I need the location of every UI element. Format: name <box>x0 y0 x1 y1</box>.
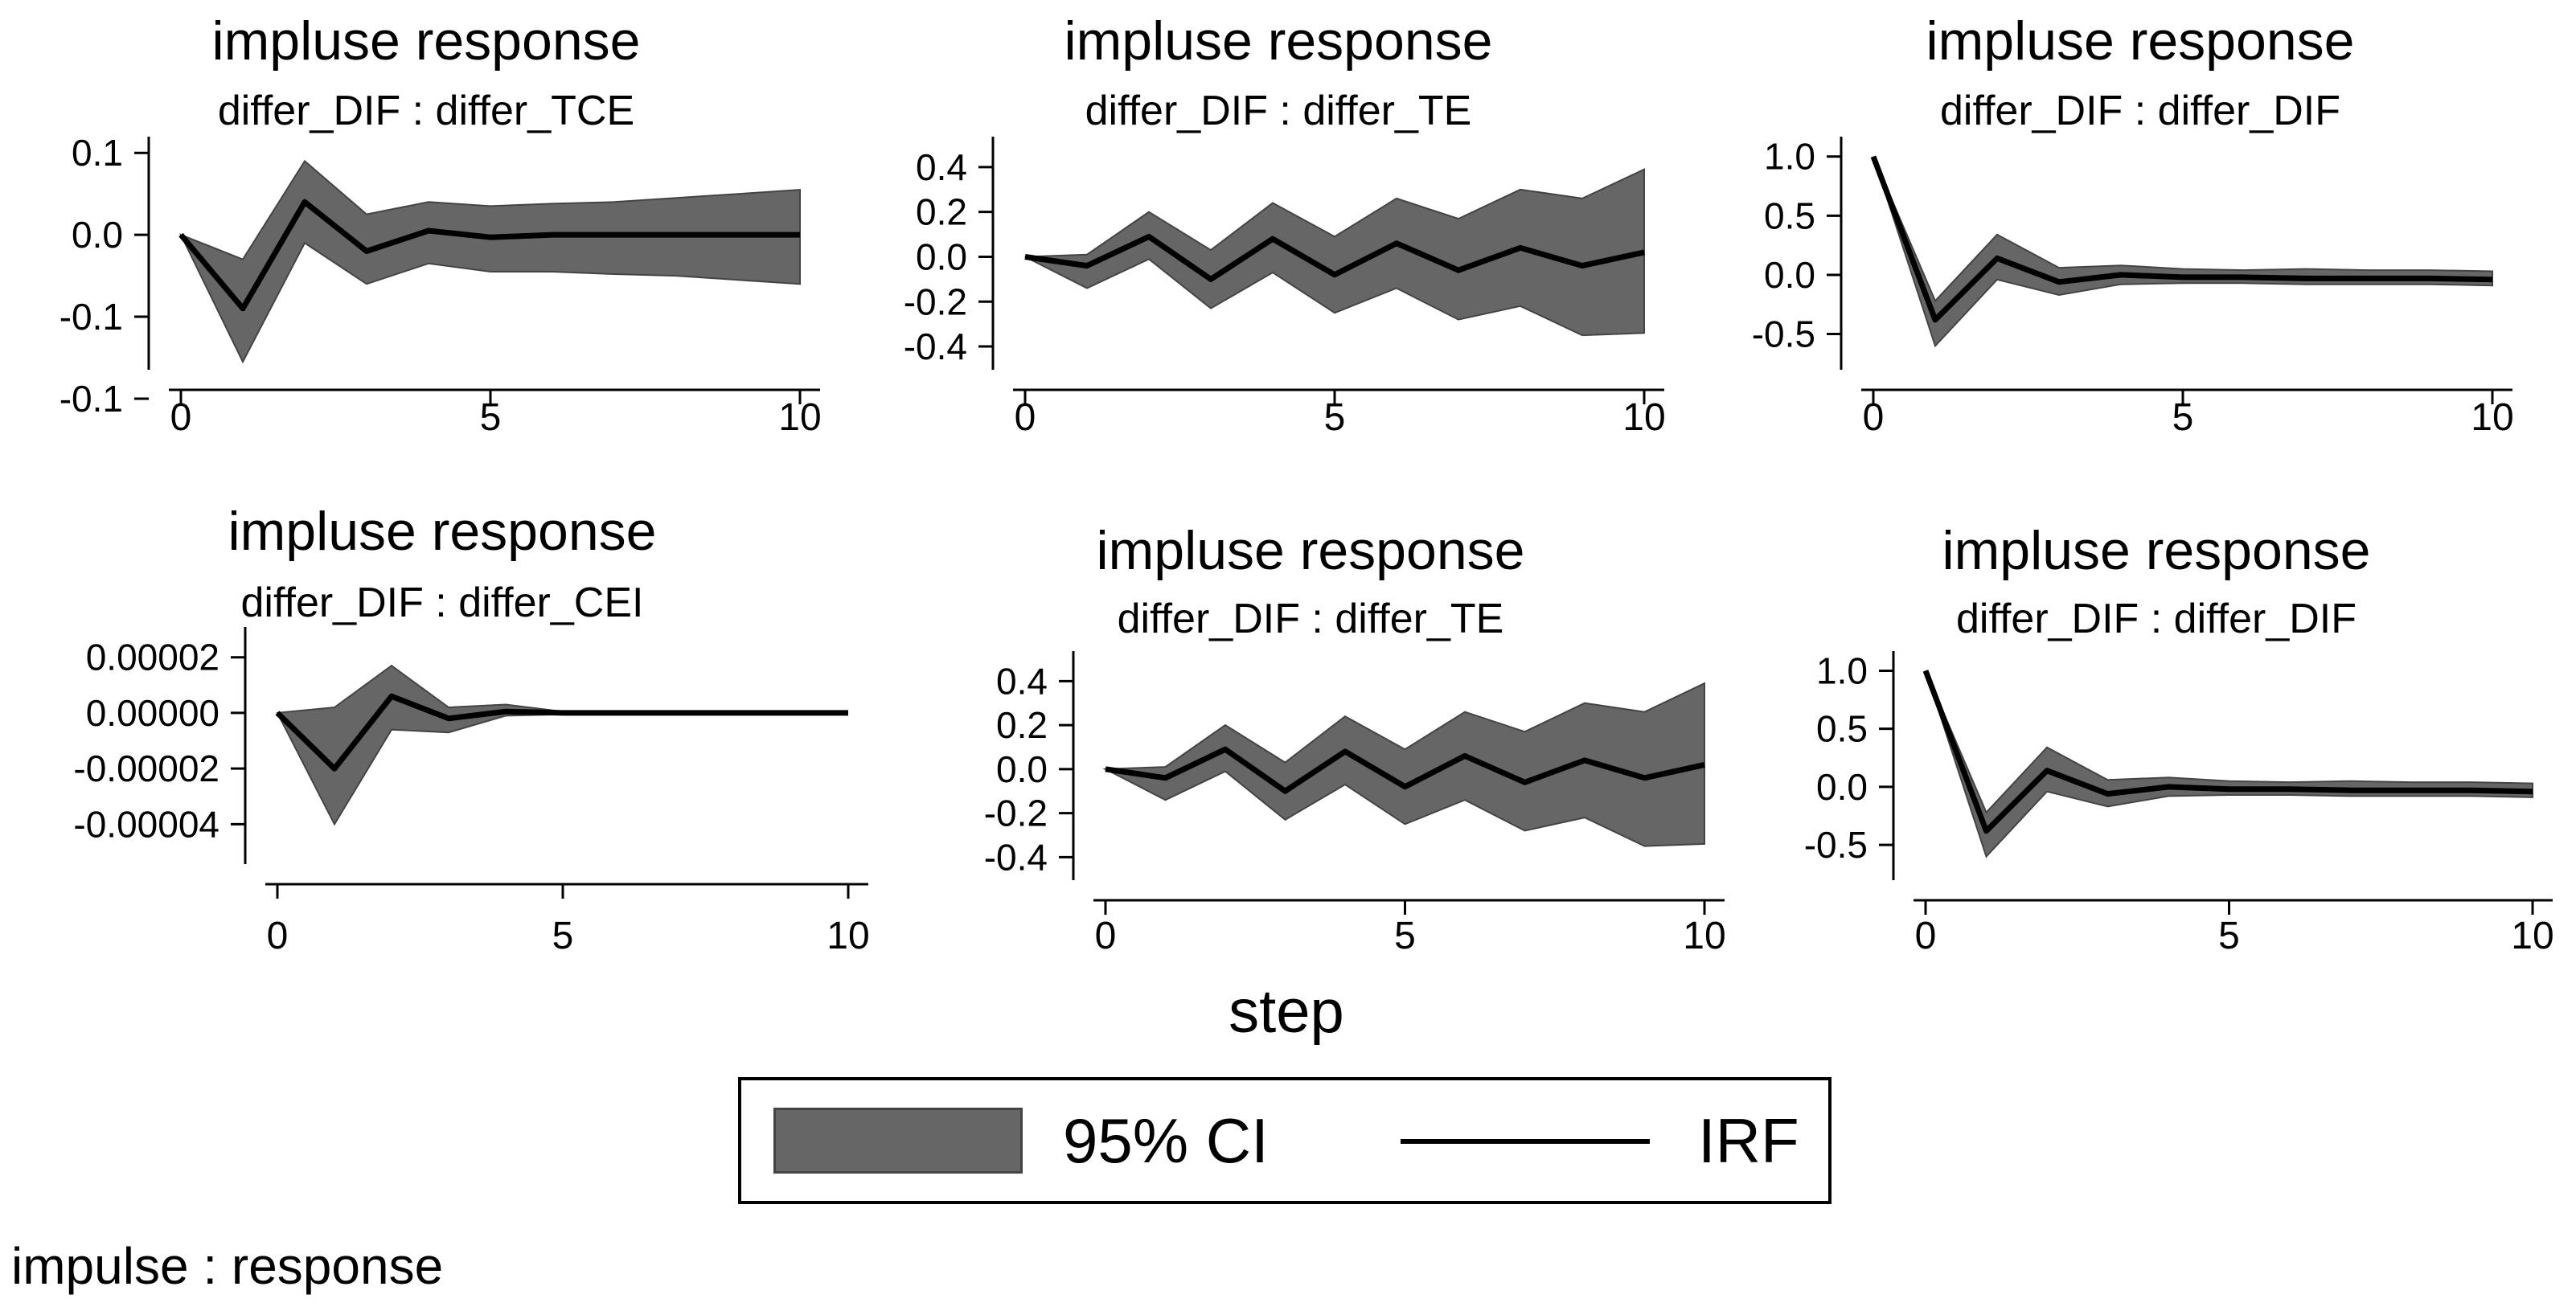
y-tick-label: -0.00002 <box>73 748 219 789</box>
x-tick-label: 10 <box>1622 396 1665 439</box>
panel-subtitle: differ_DIF : differ_TCE <box>217 88 635 134</box>
x-tick-label: 5 <box>1324 396 1346 439</box>
panel-plot: 0.00002 0.00000 -0.00002 -0.00004 0 5 10 <box>73 627 870 957</box>
panel-title: impluse response <box>1942 520 2371 581</box>
irf-line <box>1922 670 2533 834</box>
irf-panel: impluse response differ_DIF : differ_TE … <box>884 514 1737 965</box>
panel-title: impluse response <box>1096 520 1525 581</box>
y-tick-label: -0.1 <box>59 378 123 420</box>
x-tick-label: 10 <box>1683 915 1725 957</box>
y-tick-label: 0.0 <box>916 236 967 277</box>
y-tick-label: -0.2 <box>984 793 1048 834</box>
panel-plot: 0.40.20.0-0.2-0.4 0 5 10 <box>984 651 1726 957</box>
panel-title: impluse response <box>1064 10 1493 72</box>
ci-band <box>178 159 801 364</box>
x-tick-label: 10 <box>2471 396 2513 439</box>
irf-line <box>1024 233 1645 282</box>
irf-line <box>1870 155 2493 323</box>
panel-subtitle: differ_DIF : differ_DIF <box>1955 596 2357 642</box>
x-tick-label: 5 <box>480 396 502 439</box>
y-tick-label: -0.1 <box>59 296 123 338</box>
x-tick-label: 0 <box>170 396 192 439</box>
x-tick-label: 0 <box>267 915 289 957</box>
x-tick-label: 0 <box>1015 396 1036 439</box>
y-tick-label: -0.2 <box>904 281 967 322</box>
irf-panel: impluse response differ_DIF : differ_CEI… <box>0 498 884 965</box>
panel-subtitle: differ_DIF : differ_TE <box>1085 88 1472 134</box>
x-axis-label: step <box>1229 977 1344 1046</box>
panel-subtitle: differ_DIF : differ_CEI <box>240 580 644 626</box>
legend-irf-line <box>1401 1139 1650 1144</box>
y-tick-label: 0.4 <box>996 660 1048 702</box>
y-tick-label: 0.0 <box>996 748 1048 790</box>
x-tick-label: 0 <box>1863 396 1885 439</box>
y-tick-label: 0.5 <box>1816 708 1868 750</box>
panel-title: impluse response <box>1926 10 2355 72</box>
y-tick-label: 0.0 <box>1764 254 1815 296</box>
panel-title: impluse response <box>211 10 641 72</box>
x-tick-label: 10 <box>827 915 869 957</box>
irf-panel: impluse response differ_DIF : differ_TE … <box>852 0 1704 450</box>
x-tick-label: 5 <box>1394 915 1416 957</box>
y-tick-label: 1.0 <box>1764 136 1815 178</box>
y-tick-label: 0.0 <box>72 214 123 256</box>
irf-panel: impluse response differ_DIF : differ_DIF… <box>1704 0 2576 450</box>
ci-band <box>1102 682 1705 847</box>
y-tick-label: -0.4 <box>904 326 967 367</box>
y-tick-label: 0.00000 <box>86 692 219 734</box>
irf-line <box>1105 746 1705 794</box>
y-tick-label: 0.0 <box>1816 766 1868 808</box>
y-tick-label: -0.5 <box>1804 824 1868 866</box>
y-tick-label: 0.2 <box>916 191 967 233</box>
x-tick-label: 10 <box>2511 915 2553 957</box>
irf-panel: impluse response differ_DIF : differ_DIF… <box>1737 514 2576 965</box>
legend: 95% CI IRF <box>738 1077 1832 1204</box>
panel-plot: 1.0 0.5 0.0 -0.5 0 5 10 <box>1752 136 2514 439</box>
panel-subtitle: differ_DIF : differ_TE <box>1117 596 1504 642</box>
x-tick-label: 5 <box>2218 915 2240 957</box>
y-tick-label: 0.00002 <box>86 637 219 678</box>
panel-plot: 0.40.20.0-0.2-0.4 0 5 10 <box>904 137 1666 439</box>
y-tick-label: 0.2 <box>996 704 1048 746</box>
figure-note: impulse : response <box>11 1237 444 1295</box>
panel-subtitle: differ_DIF : differ_DIF <box>1939 88 2341 134</box>
ci-band <box>1024 168 1645 337</box>
y-tick-label: 0.4 <box>916 146 967 188</box>
legend-ci-swatch <box>773 1108 1023 1174</box>
y-tick-label: 0.5 <box>1764 195 1815 236</box>
y-tick-label: 1.0 <box>1816 649 1868 691</box>
legend-ci-label: 95% CI <box>1063 1105 1269 1176</box>
y-tick-label: -0.00004 <box>73 803 219 845</box>
x-tick-label: 5 <box>2172 396 2194 439</box>
ci-band <box>276 664 848 826</box>
legend-irf-label: IRF <box>1698 1105 1799 1176</box>
ci-band <box>1925 670 2533 858</box>
irf-line <box>178 199 800 312</box>
y-tick-label: 0.1 <box>72 132 123 174</box>
panel-plot: 0.1 0.0 -0.1 -0.1 0 5 10 <box>59 132 822 439</box>
irf-line <box>275 693 848 772</box>
x-tick-label: 0 <box>1095 915 1117 957</box>
x-tick-label: 5 <box>552 915 574 957</box>
y-tick-label: -0.4 <box>984 836 1048 878</box>
irf-panel: impluse response differ_DIF : differ_TCE… <box>0 0 852 450</box>
panel-plot: 1.0 0.5 0.0 -0.5 0 5 10 <box>1804 649 2554 957</box>
ci-band <box>1873 156 2493 348</box>
panel-title: impluse response <box>228 501 657 562</box>
x-tick-label: 10 <box>778 396 821 439</box>
y-tick-label: -0.5 <box>1752 313 1815 355</box>
x-tick-label: 0 <box>1915 915 1937 957</box>
